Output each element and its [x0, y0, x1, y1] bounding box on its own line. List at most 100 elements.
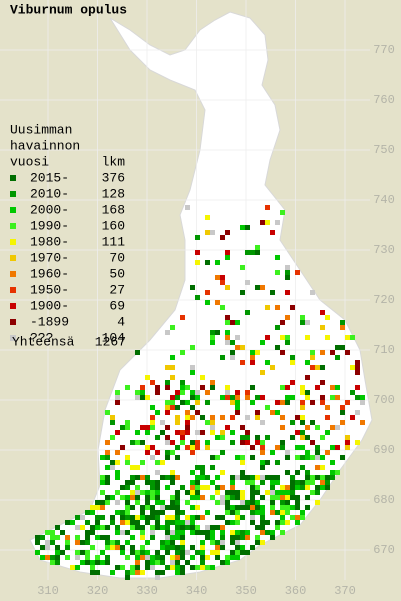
observation — [315, 385, 320, 390]
x-label: 330 — [136, 584, 158, 598]
observation — [90, 530, 95, 535]
observation — [115, 525, 120, 530]
observation — [355, 410, 360, 415]
observation — [300, 390, 305, 395]
observation — [140, 545, 145, 550]
observation — [120, 425, 125, 430]
observation — [180, 530, 185, 535]
observation — [185, 430, 190, 435]
observation — [65, 520, 70, 525]
observation — [235, 345, 240, 350]
observation — [310, 400, 315, 405]
observation — [190, 440, 195, 445]
observation — [195, 565, 200, 570]
observation — [350, 335, 355, 340]
observation — [260, 480, 265, 485]
y-label: 700 — [373, 393, 395, 407]
observation — [235, 395, 240, 400]
observation — [210, 495, 215, 500]
observation — [280, 520, 285, 525]
observation — [185, 520, 190, 525]
legend-swatch — [10, 223, 16, 229]
observation — [355, 365, 360, 370]
observation — [125, 540, 130, 545]
observation — [220, 560, 225, 565]
observation — [245, 550, 250, 555]
observation — [185, 420, 190, 425]
legend-heading: Uusimman — [10, 122, 72, 137]
observation — [150, 380, 155, 385]
observation — [140, 505, 145, 510]
observation — [230, 415, 235, 420]
observation — [175, 560, 180, 565]
observation — [255, 485, 260, 490]
observation — [245, 480, 250, 485]
observation — [105, 440, 110, 445]
observation — [145, 450, 150, 455]
observation — [100, 455, 105, 460]
observation — [275, 445, 280, 450]
observation — [320, 455, 325, 460]
observation — [275, 255, 280, 260]
observation — [290, 380, 295, 385]
observation — [255, 500, 260, 505]
observation — [340, 410, 345, 415]
observation — [165, 400, 170, 405]
observation — [155, 435, 160, 440]
observation — [210, 430, 215, 435]
observation — [265, 520, 270, 525]
observation — [290, 475, 295, 480]
observation — [260, 220, 265, 225]
observation — [215, 540, 220, 545]
observation — [185, 415, 190, 420]
observation — [290, 305, 295, 310]
observation — [115, 395, 120, 400]
observation — [210, 380, 215, 385]
observation — [235, 540, 240, 545]
observation — [35, 535, 40, 540]
observation — [315, 450, 320, 455]
observation — [175, 390, 180, 395]
observation — [250, 475, 255, 480]
observation — [300, 480, 305, 485]
observation — [230, 320, 235, 325]
observation — [270, 410, 275, 415]
observation — [215, 455, 220, 460]
observation — [275, 495, 280, 500]
observation — [185, 500, 190, 505]
observation — [195, 395, 200, 400]
observation — [205, 565, 210, 570]
observation — [325, 480, 330, 485]
observation — [295, 455, 300, 460]
observation — [295, 415, 300, 420]
observation — [55, 525, 60, 530]
observation — [285, 510, 290, 515]
observation — [170, 355, 175, 360]
observation — [150, 515, 155, 520]
observation — [150, 495, 155, 500]
observation — [330, 445, 335, 450]
observation — [280, 440, 285, 445]
observation — [55, 550, 60, 555]
observation — [230, 350, 235, 355]
observation — [195, 400, 200, 405]
observation — [170, 500, 175, 505]
observation — [180, 565, 185, 570]
observation — [190, 285, 195, 290]
observation — [135, 515, 140, 520]
observation — [125, 530, 130, 535]
legend-count: 376 — [102, 170, 125, 185]
observation — [165, 330, 170, 335]
observation — [155, 515, 160, 520]
observation — [285, 485, 290, 490]
observation — [240, 490, 245, 495]
legend-label: 1950- — [30, 282, 69, 297]
observation — [225, 315, 230, 320]
legend-swatch — [10, 239, 16, 245]
observation — [165, 525, 170, 530]
observation — [155, 490, 160, 495]
observation — [340, 420, 345, 425]
observation — [260, 420, 265, 425]
observation — [285, 275, 290, 280]
observation — [145, 475, 150, 480]
